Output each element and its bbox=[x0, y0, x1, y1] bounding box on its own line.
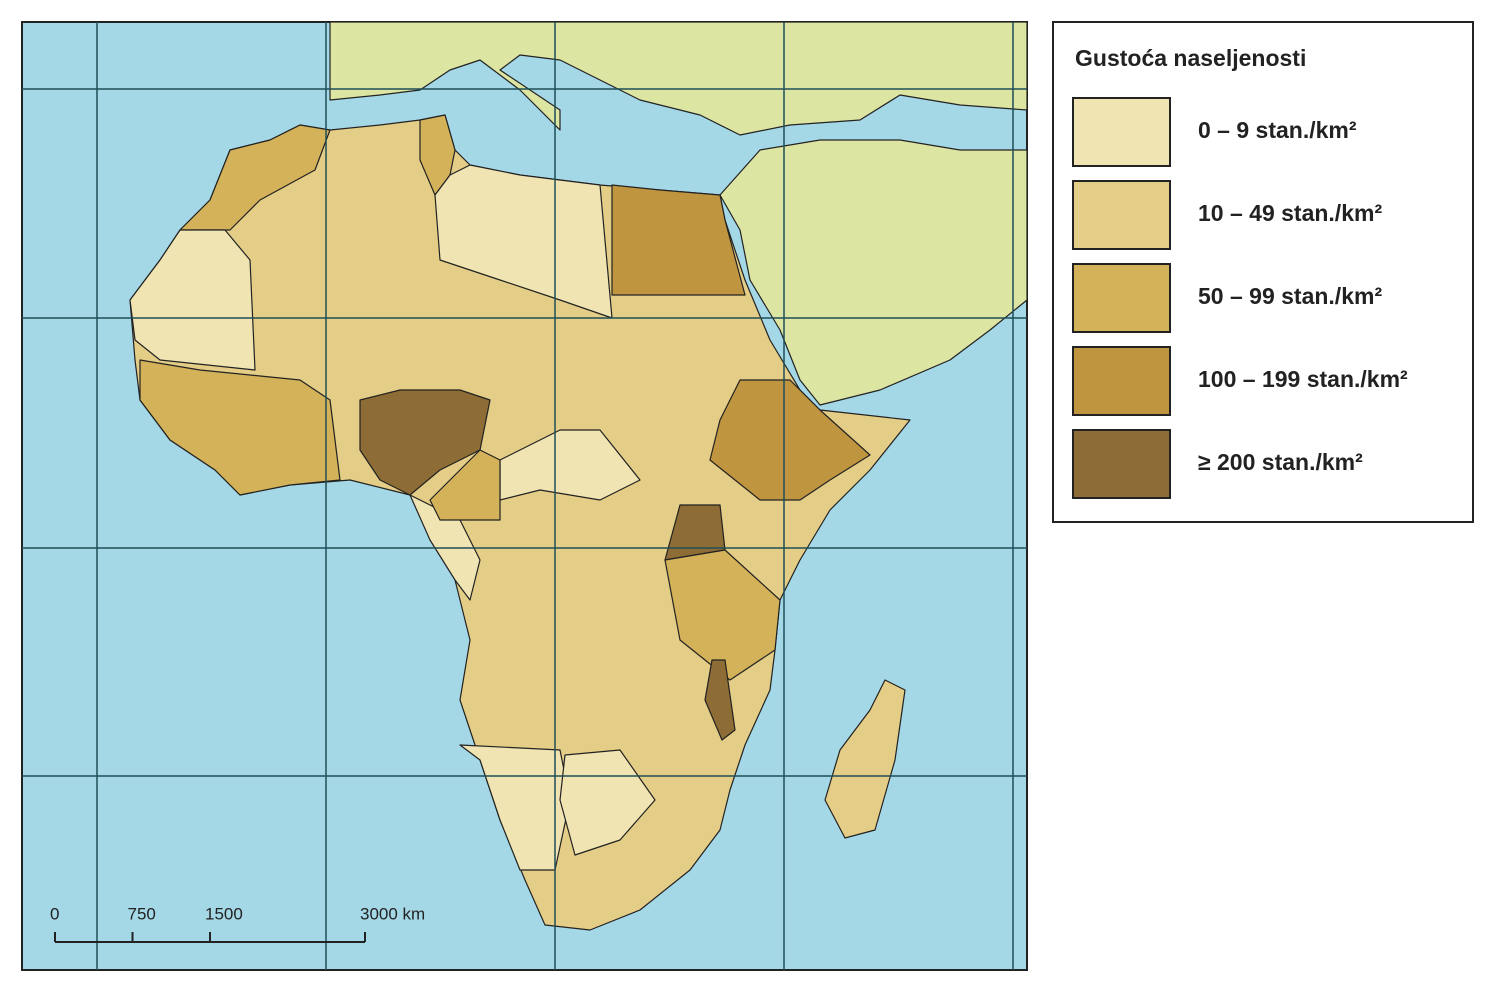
legend-swatch bbox=[1072, 346, 1171, 416]
legend-swatch bbox=[1072, 429, 1171, 499]
car bbox=[499, 429, 641, 501]
legend-label: 10 – 49 stan./km² bbox=[1198, 200, 1382, 226]
morocco bbox=[179, 124, 331, 231]
scale-label: 0 bbox=[50, 904, 59, 923]
nigeria bbox=[359, 389, 491, 496]
legend-swatch bbox=[1072, 263, 1171, 333]
ethiopia bbox=[709, 379, 871, 501]
egypt bbox=[611, 184, 746, 296]
scale-label: 750 bbox=[128, 904, 156, 923]
scale-label: 1500 bbox=[205, 904, 243, 923]
legend: Gustoća naseljenosti 0 – 9 stan./km² 10 –… bbox=[1052, 21, 1474, 523]
legend-label: 50 – 99 stan./km² bbox=[1198, 283, 1382, 309]
legend-swatch bbox=[1072, 180, 1171, 250]
map bbox=[21, 21, 1028, 971]
malawi bbox=[704, 659, 736, 741]
legend-swatch bbox=[1072, 97, 1171, 167]
madagascar bbox=[824, 679, 906, 839]
scale-label: 3000 km bbox=[360, 904, 425, 923]
legend-title: Gustoća naseljenosti bbox=[1075, 45, 1306, 71]
cameroon bbox=[429, 449, 501, 521]
west-coast bbox=[139, 359, 341, 496]
legend-label: 100 – 199 stan./km² bbox=[1198, 366, 1408, 392]
asia bbox=[719, 139, 1028, 406]
legend-label: 0 – 9 stan./km² bbox=[1198, 117, 1357, 143]
tanzania bbox=[664, 549, 781, 681]
legend-label: ≥ 200 stan./km² bbox=[1198, 449, 1363, 475]
mauritania bbox=[129, 229, 256, 371]
scale-bar: 0 750 1500 3000 km bbox=[50, 904, 425, 943]
europe bbox=[329, 21, 1028, 136]
